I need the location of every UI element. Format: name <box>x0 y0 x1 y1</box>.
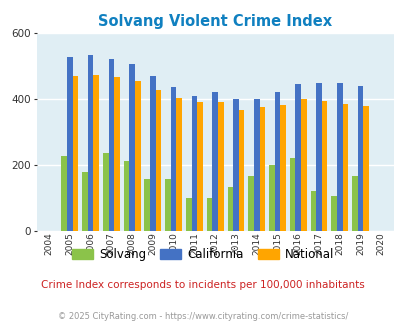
Bar <box>72 76 78 231</box>
Bar <box>227 187 232 231</box>
Bar <box>362 106 368 231</box>
Bar <box>238 110 244 231</box>
Bar <box>310 191 315 231</box>
Bar <box>171 87 176 231</box>
Bar <box>315 83 321 231</box>
Bar <box>269 165 274 231</box>
Title: Solvang Violent Crime Index: Solvang Violent Crime Index <box>98 14 331 29</box>
Bar <box>279 105 285 231</box>
Text: Crime Index corresponds to incidents per 100,000 inhabitants: Crime Index corresponds to incidents per… <box>41 280 364 290</box>
Bar <box>150 76 155 231</box>
Bar <box>357 86 362 231</box>
Bar <box>259 107 264 231</box>
Bar <box>274 92 279 231</box>
Bar <box>217 102 223 231</box>
Bar <box>93 75 99 231</box>
Bar <box>301 99 306 231</box>
Bar <box>253 99 259 231</box>
Bar <box>232 99 238 231</box>
Bar <box>185 198 191 231</box>
Bar <box>67 57 72 231</box>
Bar <box>176 98 181 231</box>
Bar <box>87 55 93 231</box>
Bar <box>206 198 212 231</box>
Bar <box>289 158 295 231</box>
Bar <box>351 176 357 231</box>
Bar <box>129 64 134 231</box>
Bar <box>124 161 129 231</box>
Text: © 2025 CityRating.com - https://www.cityrating.com/crime-statistics/: © 2025 CityRating.com - https://www.city… <box>58 312 347 321</box>
Bar <box>61 156 67 231</box>
Bar <box>155 90 161 231</box>
Bar <box>342 104 347 231</box>
Bar <box>102 153 108 231</box>
Bar <box>144 179 150 231</box>
Bar <box>321 101 327 231</box>
Bar <box>330 196 336 231</box>
Bar <box>108 59 114 231</box>
Bar <box>165 179 171 231</box>
Bar <box>336 83 342 231</box>
Bar <box>197 102 202 231</box>
Bar <box>191 96 197 231</box>
Bar <box>114 77 119 231</box>
Bar <box>248 176 253 231</box>
Bar <box>295 84 301 231</box>
Bar <box>212 92 217 231</box>
Legend: Solvang, California, National: Solvang, California, National <box>67 244 338 266</box>
Bar <box>82 172 87 231</box>
Bar <box>134 81 140 231</box>
